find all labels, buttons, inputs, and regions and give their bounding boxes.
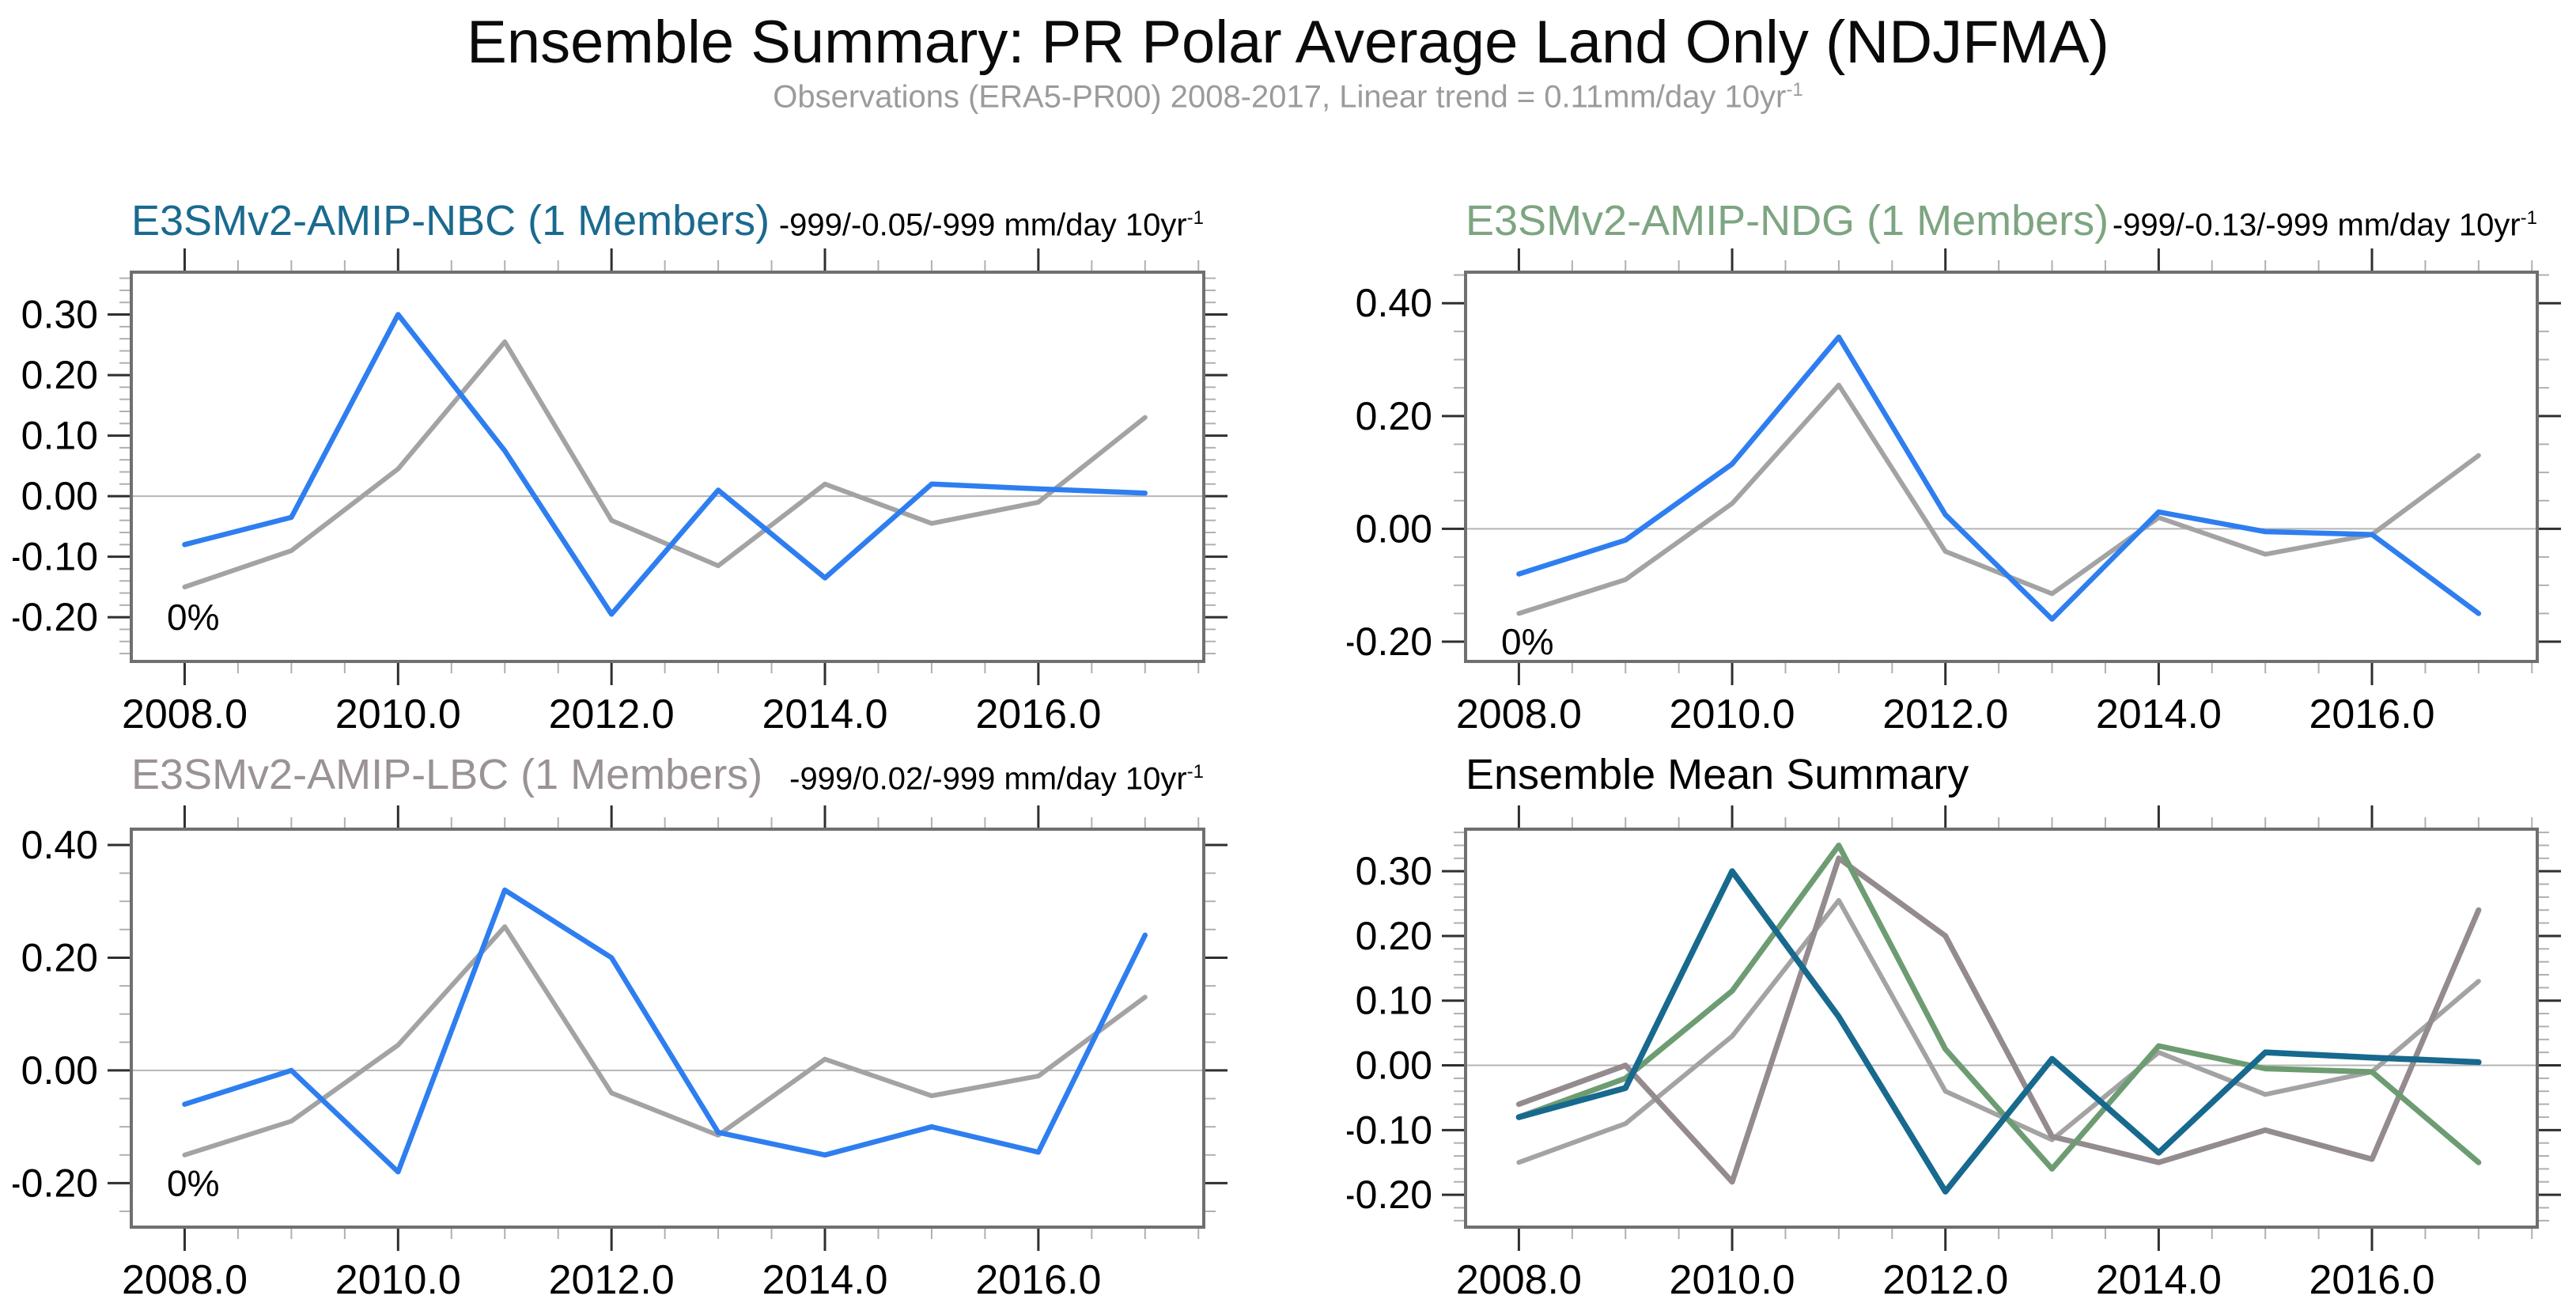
x-tick-label: 2016.0 — [2309, 1257, 2434, 1303]
plot-frame — [1464, 828, 2539, 1229]
y-tick-label: -0.10 — [1347, 1108, 1432, 1152]
x-tick-label: 2014.0 — [762, 691, 887, 737]
x-tick-label: 2012.0 — [549, 1257, 675, 1303]
x-tick-label: 2008.0 — [122, 1257, 248, 1303]
panel-trend-lbc-text: -999/0.02/-999 mm/day 10yr — [789, 761, 1187, 796]
y-tick-label: 0.10 — [1356, 979, 1432, 1023]
x-tick-label: 2012.0 — [1882, 1257, 2008, 1303]
figure-subtitle: Observations (ERA5-PR00) 2008-2017, Line… — [0, 79, 2576, 115]
y-tick-label: 0.40 — [1356, 281, 1432, 325]
y-tick-label: 0.00 — [1356, 1044, 1432, 1088]
panel-header-ndg: E3SMv2-AMIP-NDG (1 Members) -999/-0.13/-… — [1466, 196, 2537, 245]
figure-title: Ensemble Summary: PR Polar Average Land … — [467, 9, 2109, 76]
series-line-e3smv2-amip-nbc — [182, 312, 1148, 617]
zero-percent-note: 0% — [1501, 621, 1553, 662]
x-tick-label: 2016.0 — [975, 691, 1101, 737]
y-tick-label: -0.20 — [13, 595, 98, 639]
plot-frame — [1464, 271, 2539, 663]
series-line-era5-pr00-observations — [1516, 382, 2481, 616]
panel-trend-ndg-text: -999/-0.13/-999 mm/day 10yr — [2112, 207, 2521, 242]
x-tick-label: 2014.0 — [2096, 691, 2222, 737]
chart-nbc: 2008.0 2010.0 2012.0 2014.0 2016.0 0.30 0.20 0.… — [13, 248, 1227, 737]
y-tick-label: -0.20 — [1347, 620, 1432, 664]
x-tick-label: 2010.0 — [335, 1257, 461, 1303]
plot-frame — [130, 828, 1205, 1229]
chart-ndg: 2008.0 2010.0 2012.0 2014.0 2016.0 0.40 0.20 0.… — [1347, 248, 2561, 737]
y-tick-label: -0.10 — [13, 535, 98, 579]
chart-lbc: 2008.0 2010.0 2012.0 2014.0 2016.0 0.40 0.20 0.… — [13, 805, 1227, 1303]
panel-trend-nbc: -999/-0.05/-999 mm/day 10yr-1 — [779, 207, 1204, 243]
x-tick-label: 2014.0 — [2096, 1257, 2222, 1303]
y-tick-label: 0.20 — [21, 935, 98, 979]
series-line-e3smv2-amip-lbc-mean — [1515, 855, 2482, 1185]
panel-trend-lbc-superscript: -1 — [1186, 760, 1204, 782]
x-tick-label: 2008.0 — [122, 691, 248, 737]
chart-summary: 2008.0 2010.0 2012.0 2014.0 2016.0 0.30 0.20 0.… — [1347, 805, 2561, 1303]
x-tick-label: 2010.0 — [335, 691, 461, 737]
y-tick-label: 0.00 — [21, 1048, 98, 1093]
x-tick-label: 2010.0 — [1670, 691, 1795, 737]
y-tick-label: 0.20 — [1356, 914, 1432, 958]
y-tick-label: 0.30 — [21, 293, 98, 337]
x-tick-label: 2008.0 — [1456, 1257, 1582, 1303]
panel-trend-ndg-superscript: -1 — [2520, 207, 2537, 229]
panel-trend-lbc: -999/0.02/-999 mm/day 10yr-1 — [789, 761, 1204, 797]
x-tick-label: 2012.0 — [1882, 691, 2008, 737]
y-tick-label: 0.10 — [21, 414, 98, 458]
panel-title-lbc: E3SMv2-AMIP-LBC (1 Members) — [131, 751, 763, 798]
panel-trend-nbc-text: -999/-0.05/-999 mm/day 10yr — [778, 207, 1187, 242]
figure-subtitle-text: Observations (ERA5-PR00) 2008-2017, Line… — [773, 79, 1787, 115]
panel-trend-ndg: -999/-0.13/-999 mm/day 10yr-1 — [2113, 207, 2537, 243]
y-tick-label: 0.00 — [1356, 506, 1432, 551]
x-tick-label: 2016.0 — [2309, 691, 2434, 737]
series-line-era5-pr00-observations — [182, 924, 1148, 1158]
figure-subtitle-superscript: -1 — [1786, 79, 1803, 100]
panel-header-summary: Ensemble Mean Summary — [1466, 750, 2537, 799]
series-line-e3smv2-amip-nbc-mean — [1515, 868, 2482, 1195]
series-line-era5-pr00-observations — [182, 339, 1148, 589]
panel-trend-nbc-superscript: -1 — [1186, 207, 1204, 229]
panel-title-summary: Ensemble Mean Summary — [1466, 751, 1969, 798]
plot-frame — [130, 271, 1205, 663]
y-tick-label: -0.20 — [1347, 1173, 1432, 1217]
panel-header-lbc: E3SMv2-AMIP-LBC (1 Members) -999/0.02/-9… — [131, 750, 1204, 799]
x-tick-label: 2008.0 — [1456, 691, 1582, 737]
x-tick-label: 2012.0 — [549, 691, 675, 737]
y-tick-label: 0.40 — [21, 823, 98, 867]
series-line-era5-pr00-observations — [1516, 897, 2481, 1165]
panel-title-nbc: E3SMv2-AMIP-NBC (1 Members) — [131, 197, 770, 244]
y-tick-label: 0.00 — [21, 474, 98, 518]
y-tick-label: -0.20 — [13, 1161, 98, 1205]
y-tick-label: 0.20 — [1356, 394, 1432, 438]
y-tick-label: 0.30 — [1356, 849, 1432, 893]
series-line-e3smv2-amip-ndg — [1516, 334, 2482, 622]
panel-header-nbc: E3SMv2-AMIP-NBC (1 Members) -999/-0.05/-… — [131, 196, 1204, 245]
x-tick-label: 2016.0 — [975, 1257, 1101, 1303]
x-tick-label: 2010.0 — [1670, 1257, 1795, 1303]
series-line-e3smv2-amip-lbc — [182, 887, 1148, 1175]
zero-percent-note: 0% — [167, 597, 219, 638]
y-tick-label: 0.20 — [21, 353, 98, 397]
series-line-e3smv2-amip-ndg-mean — [1515, 842, 2482, 1172]
x-tick-label: 2014.0 — [762, 1257, 887, 1303]
zero-percent-note: 0% — [167, 1162, 219, 1203]
panel-title-ndg: E3SMv2-AMIP-NDG (1 Members) — [1466, 197, 2109, 244]
